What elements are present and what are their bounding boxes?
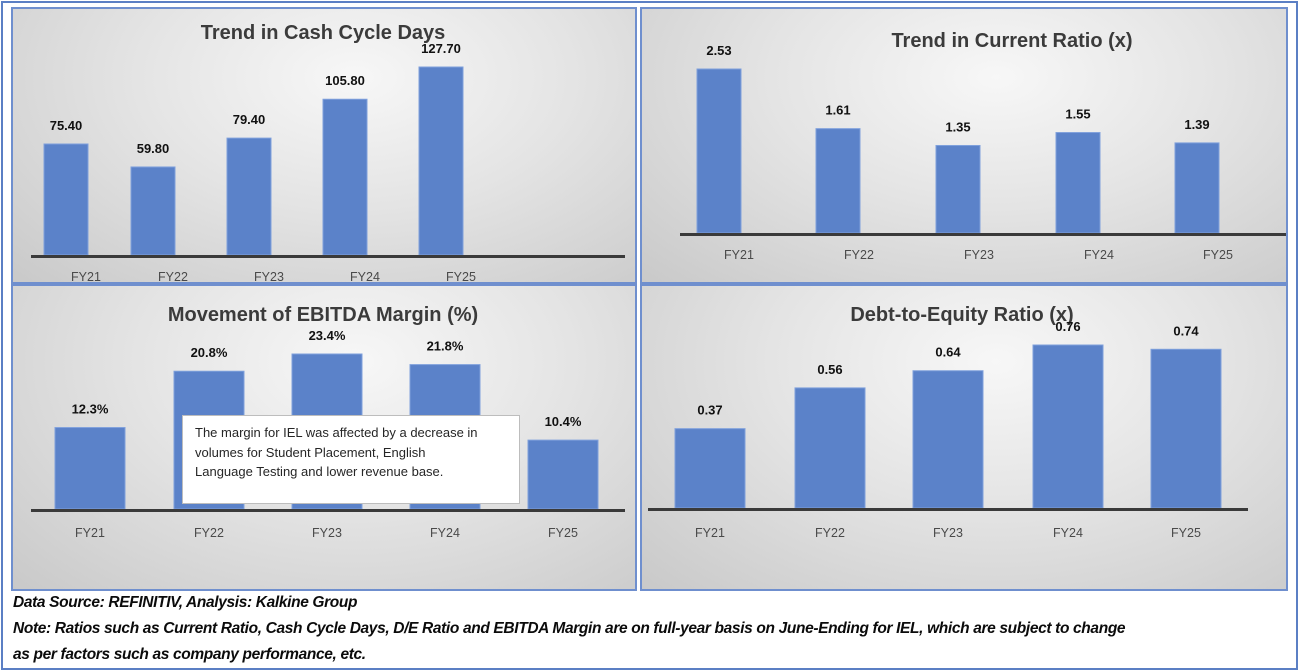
- x-tick-label-fy21: FY21: [724, 248, 754, 262]
- x-tick-label-fy23: FY23: [964, 248, 994, 262]
- x-tick-label-fy22: FY22: [815, 526, 845, 540]
- annotation-line: Language Testing and lower revenue base.: [195, 464, 444, 479]
- debt-equity-chart-panel: Debt-to-Equity Ratio (x) 0.37 0.56 0.64 0.76…: [640, 284, 1288, 591]
- x-tick-label-fy22: FY22: [158, 270, 188, 282]
- bar-fy25: [1174, 142, 1220, 234]
- data-label-fy21: 2.53: [706, 43, 731, 58]
- data-label-fy23: 79.40: [233, 112, 266, 127]
- debt-to-equity-ratio-x-svg: Debt-to-Equity Ratio (x) 0.37 0.56 0.64 0.76…: [648, 304, 1248, 540]
- bar-fy22: [130, 166, 176, 256]
- bar-fy21: [54, 427, 126, 510]
- bar-fy23: [935, 144, 981, 234]
- data-label-fy22: 0.56: [817, 362, 842, 377]
- bar-fy24: [1032, 344, 1104, 509]
- data-label-fy24: 105.80: [325, 73, 365, 88]
- note-text-line-1: Note: Ratios such as Current Ratio, Cash…: [13, 620, 1126, 637]
- x-tick-label-fy23: FY23: [933, 526, 963, 540]
- data-label-fy25: 1.39: [1184, 117, 1209, 132]
- data-label-fy22: 59.80: [137, 141, 170, 156]
- data-label-fy21: 12.3%: [72, 402, 109, 417]
- data-source-text: Data Source: REFINITIV, Analysis: Kalkin…: [13, 594, 358, 611]
- x-tick-label-fy24: FY24: [1084, 248, 1114, 262]
- bar-fy25: [418, 66, 464, 256]
- x-tick-label-fy24: FY24: [1053, 526, 1083, 540]
- current-ratio-chart-panel: Trend in Current Ratio (x) 2.53 1.61 1.35 1.…: [640, 7, 1288, 284]
- trend-in-current-ratio-x-svg: Trend in Current Ratio (x) 2.53 1.61 1.35 1.…: [680, 30, 1286, 262]
- data-label-fy23: 0.64: [935, 345, 961, 360]
- chart-title: Trend in Cash Cycle Days: [201, 22, 446, 44]
- data-label-fy22: 20.8%: [191, 345, 228, 360]
- bar-fy23: [226, 137, 272, 256]
- bar-fy25: [1150, 348, 1222, 509]
- bar-fy21: [674, 428, 746, 509]
- chart-title: Trend in Current Ratio (x): [891, 30, 1132, 52]
- data-label-fy24: 1.55: [1065, 107, 1090, 122]
- x-tick-label-fy24: FY24: [350, 270, 380, 282]
- x-tick-label-fy25: FY25: [1171, 526, 1201, 540]
- x-tick-label-fy25: FY25: [446, 270, 476, 282]
- data-label-fy24: 21.8%: [427, 339, 464, 354]
- annotation-line: volumes for Student Placement, English: [195, 444, 426, 460]
- data-label-fy23: 1.35: [945, 119, 970, 134]
- annotation-line: The margin for IEL was affected by a dec…: [195, 425, 478, 440]
- x-tick-label-fy22: FY22: [844, 248, 874, 262]
- x-tick-label-fy23: FY23: [254, 270, 284, 282]
- trend-in-cash-cycle-days-svg: Trend in Cash Cycle Days 75.40 59.80 79.40 1…: [31, 22, 625, 282]
- data-label-fy25: 127.70: [421, 41, 461, 56]
- cash-cycle-chart-panel: Trend in Cash Cycle Days 75.40 59.80 79.40 1…: [11, 7, 637, 284]
- bar-fy23: [912, 370, 984, 509]
- data-label-fy21: 75.40: [50, 118, 83, 133]
- data-label-fy23: 23.4%: [309, 328, 346, 343]
- data-label-fy25: 10.4%: [545, 414, 582, 429]
- x-tick-label-fy23: FY23: [312, 526, 342, 540]
- x-tick-label-fy25: FY25: [548, 526, 578, 540]
- data-label-fy24: 0.76: [1055, 319, 1080, 334]
- ebitda-annotation-box: The margin for IEL was affected by a dec…: [182, 415, 520, 504]
- bar-fy24: [322, 98, 368, 256]
- data-label-fy22: 1.61: [825, 103, 850, 118]
- bar-fy21: [43, 143, 89, 256]
- data-label-fy25: 0.74: [1173, 323, 1199, 338]
- footer-notes: Data Source: REFINITIV, Analysis: Kalkin…: [13, 590, 1293, 668]
- x-tick-label-fy21: FY21: [75, 526, 105, 540]
- data-label-fy21: 0.37: [697, 403, 722, 418]
- x-tick-label-fy24: FY24: [430, 526, 460, 540]
- chart-title: Movement of EBITDA Margin (%): [168, 304, 478, 326]
- bar-fy22: [794, 387, 866, 509]
- bar-fy22: [815, 128, 861, 234]
- chart-title: Debt-to-Equity Ratio (x): [850, 304, 1073, 326]
- note-text-line-2: as per factors such as company performan…: [13, 646, 366, 663]
- x-tick-label-fy21: FY21: [695, 526, 725, 540]
- bar-fy21: [696, 68, 742, 234]
- x-tick-label-fy21: FY21: [71, 270, 101, 282]
- x-tick-label-fy22: FY22: [194, 526, 224, 540]
- bar-fy24: [1055, 132, 1101, 234]
- bar-fy25: [527, 439, 599, 510]
- x-tick-label-fy25: FY25: [1203, 248, 1233, 262]
